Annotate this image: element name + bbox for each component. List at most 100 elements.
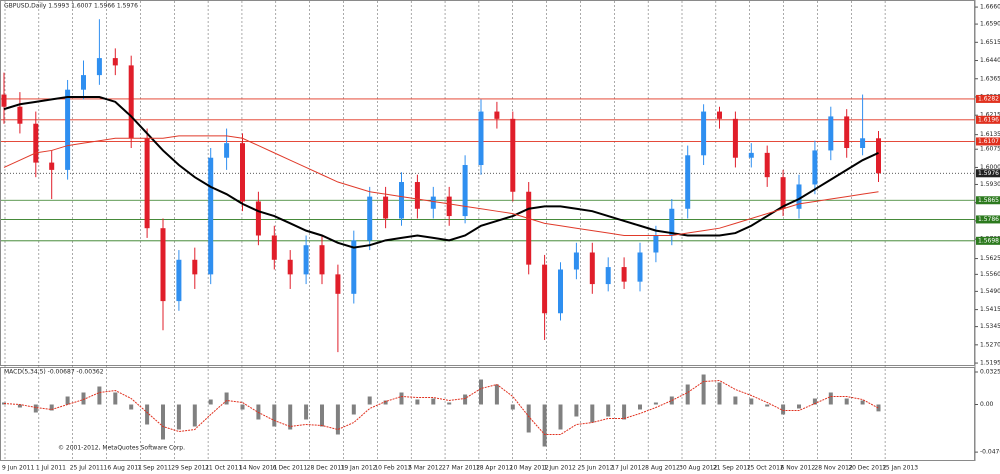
candle-body <box>160 228 166 302</box>
level-label: 1.5698 <box>978 237 999 244</box>
y-tick-label: 1.6590 <box>980 21 1000 28</box>
candle-body <box>319 245 325 275</box>
copyright: © 2001-2012, MetaQuotes Software Corp. <box>58 445 185 452</box>
candle-body <box>558 269 563 314</box>
candle-body <box>144 138 150 229</box>
macd-bar <box>272 404 277 427</box>
level-label: 1.6107 <box>978 138 999 145</box>
candle-body <box>573 252 579 270</box>
candle-body <box>240 143 245 202</box>
candle-body <box>812 150 818 185</box>
macd-bar <box>224 392 229 405</box>
macd-bar <box>463 394 468 405</box>
x-tick-label: 17 Jul 2012 <box>611 465 645 472</box>
y-tick-label: -0.04761 <box>980 449 1000 456</box>
candle-body <box>287 259 293 275</box>
candle-body <box>653 235 659 253</box>
candle-body <box>526 191 532 265</box>
x-tick-label: 10 May 2012 <box>510 465 549 472</box>
macd-bar <box>717 382 722 405</box>
candle-body <box>589 252 595 285</box>
macd-bar <box>351 404 356 415</box>
y-tick-label: 1.6215 <box>980 112 1000 119</box>
x-tick-label: 25 Jul 2011 <box>70 465 104 472</box>
level-label: 1.6282 <box>978 95 999 102</box>
candle-body <box>860 138 866 149</box>
candle-body <box>255 201 261 236</box>
macd-bar <box>812 398 817 405</box>
macd-bar <box>81 392 86 405</box>
x-tick-label: 15 Oct 2012 <box>747 465 784 472</box>
macd-bar <box>367 396 372 405</box>
level-label: 1.5786 <box>978 216 999 223</box>
candle-body <box>876 138 881 174</box>
candle-body <box>494 111 500 119</box>
y-tick-label: 1.6000 <box>980 164 1000 171</box>
x-tick-label: 6 Dec 2011 <box>273 465 308 472</box>
x-tick-label: 27 Mar 2012 <box>442 465 480 472</box>
x-tick-label: 8 Aug 2012 <box>645 465 680 472</box>
candle-body <box>637 252 643 282</box>
x-tick-label: 28 Dec 2011 <box>307 465 346 472</box>
candle-body <box>17 106 23 124</box>
macd-bar <box>399 392 404 405</box>
y-tick-label: 1.6365 <box>980 75 1000 82</box>
candle-body <box>510 118 516 192</box>
candle-body <box>717 111 722 119</box>
y-tick-label: 1.6135 <box>980 131 1000 138</box>
y-tick-label: 0.03251 <box>980 368 1000 375</box>
macd-bar <box>431 398 436 405</box>
y-tick-label: 1.5415 <box>980 306 1000 313</box>
macd-bar <box>574 404 579 417</box>
candle-body <box>780 177 786 209</box>
macd-bar <box>479 379 483 405</box>
macd-bar <box>49 404 54 411</box>
candle-body <box>176 259 182 302</box>
candle-body <box>33 123 39 163</box>
candle-body <box>271 235 277 260</box>
macd-bar <box>33 404 38 413</box>
macd-bar <box>113 392 118 405</box>
macd-bar <box>765 404 770 407</box>
candle-body <box>49 162 55 170</box>
candle-body <box>542 264 548 314</box>
macd-bar <box>653 402 658 405</box>
candle-body <box>192 259 198 275</box>
x-tick-label: 16 Aug 2011 <box>104 465 143 472</box>
x-tick-label: 21 Sep 2012 <box>713 465 751 472</box>
macd-bar <box>606 404 611 417</box>
x-tick-label: 1 Jun 2012 <box>544 465 576 472</box>
chart-title: GBPUSD,Daily 1.5993 1.6007 1.5966 1.5976 <box>4 3 138 10</box>
macd-bar <box>383 400 388 405</box>
candle-body <box>462 165 468 217</box>
candle-body <box>414 182 420 209</box>
level-box <box>976 169 1000 178</box>
macd-bar <box>733 396 738 405</box>
macd-bar <box>510 404 515 410</box>
y-tick-label: 1.6660 <box>980 4 1000 11</box>
candle-body <box>351 240 357 294</box>
macd-bar <box>129 404 134 410</box>
candle-body <box>796 184 802 209</box>
y-tick-label: 1.5195 <box>980 360 1000 367</box>
x-tick-label: 29 Sep 2011 <box>171 465 209 472</box>
macd-bar <box>781 404 786 415</box>
macd-bar <box>304 404 309 420</box>
y-tick-label: 1.5560 <box>980 271 1000 278</box>
macd-bar <box>526 404 531 433</box>
x-tick-label: 14 Nov 2011 <box>239 465 278 472</box>
level-box <box>976 236 1000 245</box>
macd-bar <box>208 399 213 405</box>
x-tick-label: 21 Oct 2011 <box>205 465 242 472</box>
level-box <box>976 215 1000 224</box>
macd-bar <box>192 404 197 427</box>
macd-bar <box>638 404 642 410</box>
candle-body <box>732 118 738 158</box>
candle-body <box>621 267 627 282</box>
level-label: 1.6196 <box>978 116 999 123</box>
macd-bar <box>447 402 452 405</box>
candle-body <box>828 116 834 151</box>
macd-bar <box>876 404 881 412</box>
macd-bar <box>685 384 690 405</box>
